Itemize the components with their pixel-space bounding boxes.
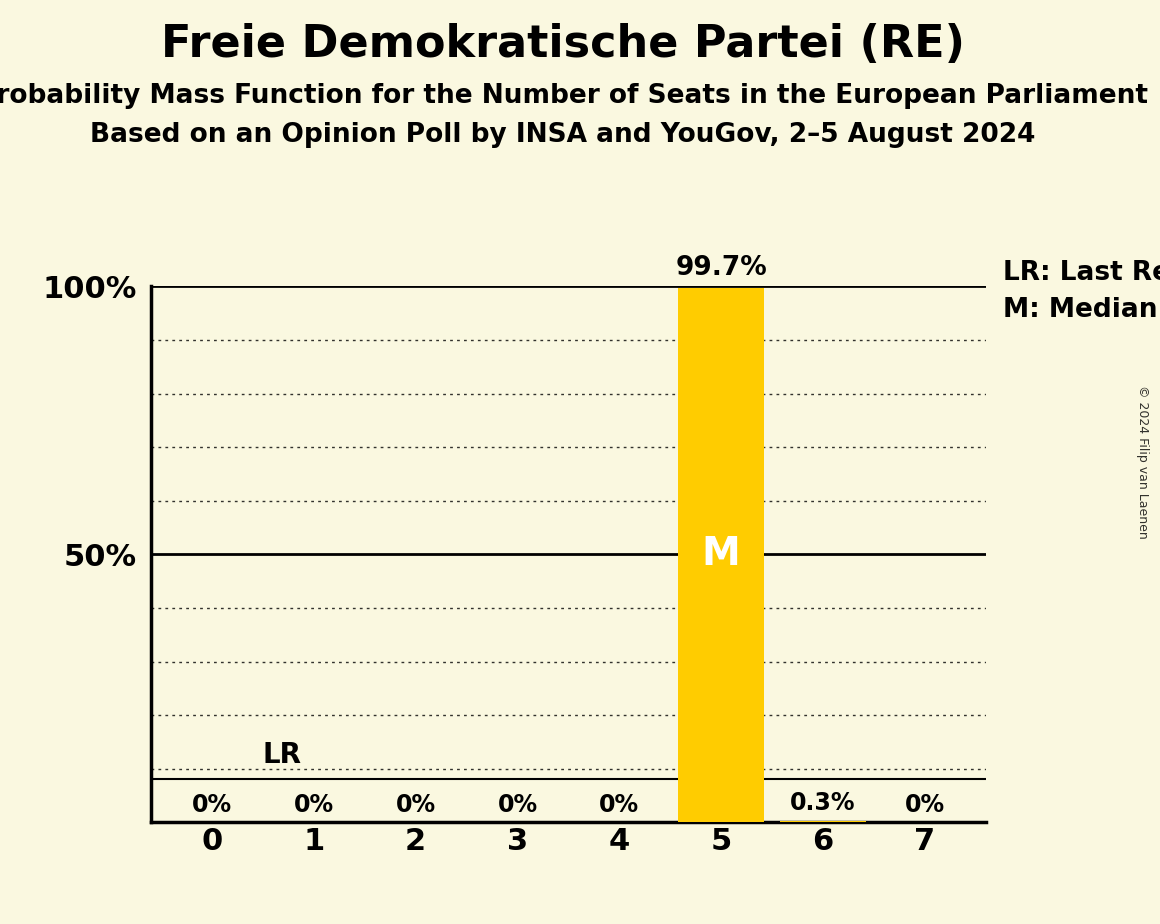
Text: M: Median: M: Median <box>1002 298 1158 323</box>
Text: 0%: 0% <box>905 793 945 817</box>
Text: 0%: 0% <box>396 793 436 817</box>
Text: 99.7%: 99.7% <box>675 255 767 281</box>
Text: 0%: 0% <box>293 793 334 817</box>
Text: Probability Mass Function for the Number of Seats in the European Parliament: Probability Mass Function for the Number… <box>0 83 1148 109</box>
Text: Based on an Opinion Poll by INSA and YouGov, 2–5 August 2024: Based on an Opinion Poll by INSA and You… <box>90 122 1035 148</box>
Text: 0.3%: 0.3% <box>790 791 856 815</box>
Text: Freie Demokratische Partei (RE): Freie Demokratische Partei (RE) <box>160 23 965 67</box>
Text: © 2024 Filip van Laenen: © 2024 Filip van Laenen <box>1136 385 1150 539</box>
Text: M: M <box>702 535 740 574</box>
Text: 0%: 0% <box>498 793 537 817</box>
Bar <box>677 288 764 822</box>
Bar <box>780 821 867 822</box>
Text: LR: LR <box>263 741 302 769</box>
Text: 0%: 0% <box>191 793 232 817</box>
Text: 0%: 0% <box>600 793 639 817</box>
Text: LR: Last Result: LR: Last Result <box>1002 261 1160 286</box>
